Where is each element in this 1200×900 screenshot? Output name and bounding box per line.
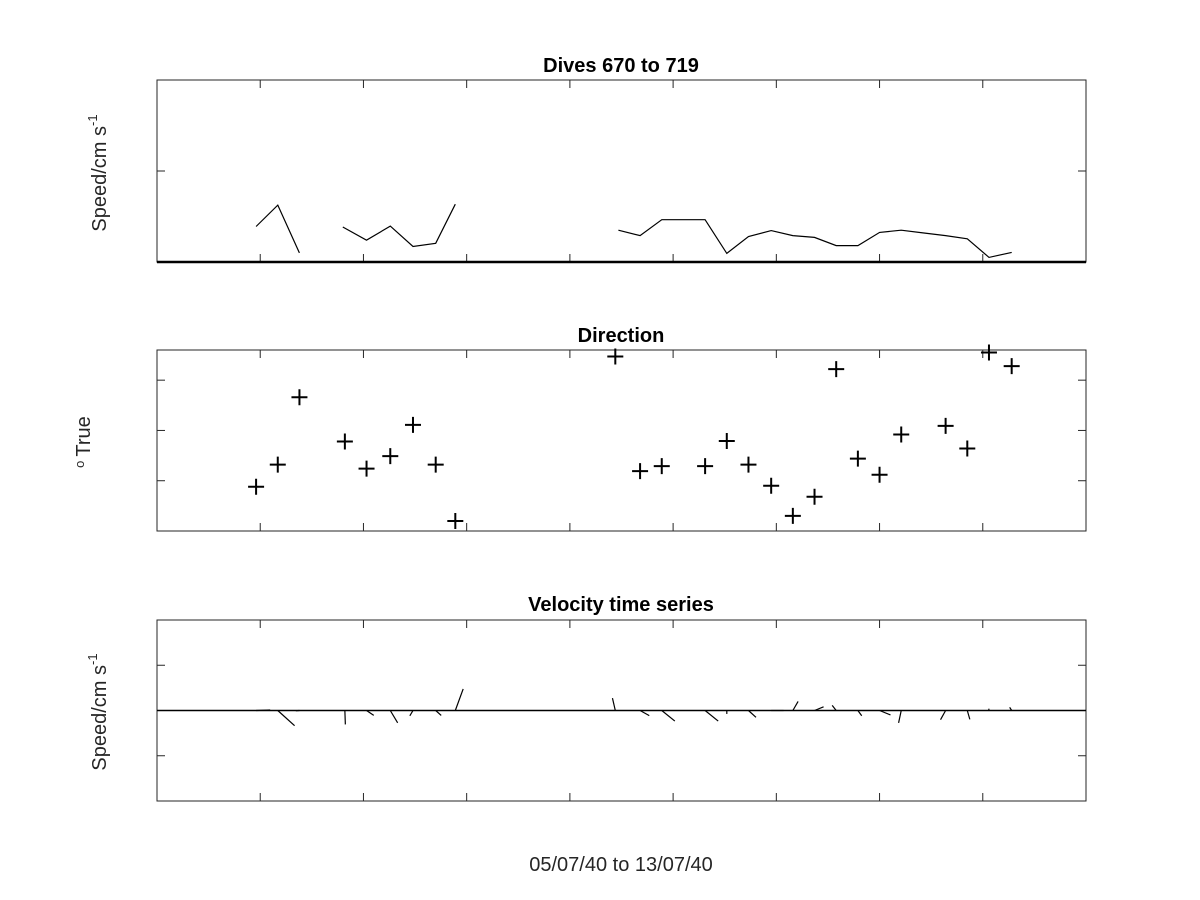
velocity-plot-area [156, 619, 1087, 802]
velocity-stick [857, 710, 863, 717]
direction-point [358, 460, 375, 477]
direction-point [740, 456, 757, 473]
direction-point [849, 450, 866, 467]
velocity-stick [966, 710, 971, 720]
velocity-ylabel-exponent: -1 [85, 653, 100, 665]
direction-panel: Direction o True [72, 325, 1087, 532]
direction-point [336, 433, 353, 450]
velocity-ylabel-text: Speed/cm s [89, 665, 111, 771]
direction-panel-title: Direction [578, 325, 665, 347]
velocity-stick [1009, 706, 1013, 711]
direction-panel-ylabel: o True [72, 416, 95, 468]
direction-point [871, 466, 888, 483]
velocity-stick [704, 710, 719, 722]
direction-point [404, 416, 421, 433]
speed-panel-ylabel: Speed/cm s-1 [85, 114, 111, 231]
velocity-stick [389, 710, 399, 724]
velocity-stick [661, 710, 676, 722]
velocity-stick [814, 706, 824, 712]
direction-point [382, 448, 399, 465]
velocity-stick [748, 710, 757, 718]
direction-point [291, 389, 308, 406]
velocity-stick [454, 688, 464, 711]
velocity-panel: Velocity time series Speed/cm s-1 [85, 594, 1087, 802]
velocity-stick [366, 710, 375, 716]
direction-point [959, 440, 976, 457]
direction-point [784, 507, 801, 524]
plot-frame [156, 349, 1087, 532]
velocity-stick [409, 710, 414, 717]
velocity-stick [277, 710, 295, 727]
direction-point [828, 361, 845, 378]
speed-series-line [342, 203, 456, 248]
velocity-stick [639, 709, 650, 717]
direction-point [697, 458, 714, 475]
velocity-stick [435, 710, 442, 716]
direction-point [447, 512, 464, 529]
velocity-stick [792, 701, 799, 711]
direction-point [718, 433, 735, 450]
velocity-stick [831, 704, 837, 711]
figure-xlabel: 05/07/40 to 13/07/40 [529, 854, 713, 876]
direction-point [937, 417, 954, 434]
direction-plot-area [156, 344, 1087, 532]
direction-point [269, 456, 286, 473]
direction-point [980, 344, 997, 361]
velocity-panel-ylabel: Speed/cm s-1 [85, 653, 111, 770]
velocity-panel-title: Velocity time series [528, 594, 714, 616]
velocity-stick [898, 710, 902, 724]
direction-point [607, 348, 624, 365]
direction-point [427, 456, 444, 473]
direction-point [653, 458, 670, 475]
direction-point [806, 488, 823, 505]
direction-point [248, 478, 265, 495]
direction-point [632, 463, 649, 480]
speed-ylabel-exponent: -1 [85, 114, 100, 126]
speed-series-line [618, 219, 1012, 259]
speed-panel-title: Dives 670 to 719 [543, 55, 699, 77]
direction-point [763, 477, 780, 494]
velocity-stick [879, 709, 891, 716]
speed-panel: Dives 670 to 719 Speed/cm s-1 [85, 55, 1087, 264]
speed-ylabel-text: Speed/cm s [89, 126, 111, 232]
direction-ylabel-degree: o [72, 461, 87, 468]
velocity-stick [940, 710, 947, 720]
velocity-stick [611, 698, 616, 711]
direction-point [1003, 358, 1020, 375]
speed-plot-area [156, 79, 1087, 264]
plot-frame [156, 79, 1087, 263]
speed-series-line [255, 204, 300, 254]
direction-ylabel-text: True [73, 416, 95, 456]
direction-point [893, 426, 910, 443]
